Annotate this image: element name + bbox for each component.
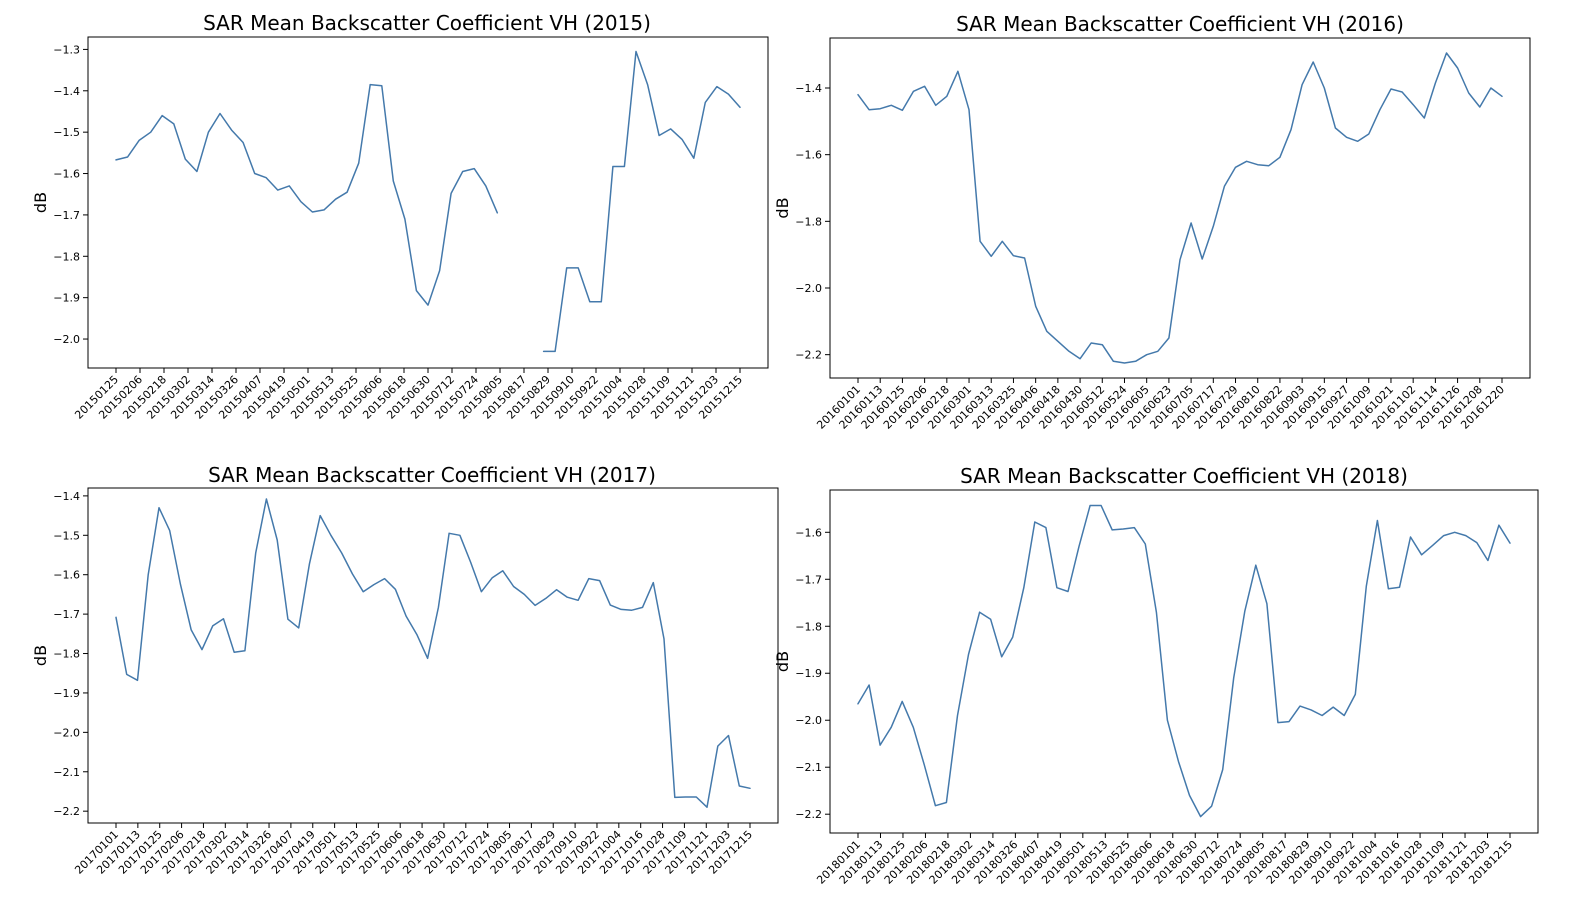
y-tick-label: −1.8 bbox=[795, 620, 822, 633]
y-tick-label: −2.0 bbox=[795, 714, 822, 727]
y-tick-label: −1.7 bbox=[53, 209, 80, 222]
y-tick-label: −2.0 bbox=[53, 333, 80, 346]
chart-panel-2018: SAR Mean Backscatter Coefficient VH (201… bbox=[773, 464, 1539, 887]
y-tick-label: −1.7 bbox=[53, 608, 80, 621]
chart-title: SAR Mean Backscatter Coefficient VH (201… bbox=[956, 12, 1404, 36]
y-axis-label: dB bbox=[31, 192, 50, 213]
y-tick-label: −1.7 bbox=[795, 573, 822, 586]
chart-title: SAR Mean Backscatter Coefficient VH (201… bbox=[203, 11, 651, 35]
y-tick-label: −1.8 bbox=[795, 215, 822, 228]
y-tick-label: −1.6 bbox=[795, 149, 822, 162]
plot-frame bbox=[829, 489, 1539, 834]
y-tick-label: −2.1 bbox=[53, 766, 80, 779]
y-tick-label: −1.4 bbox=[53, 490, 80, 503]
y-tick-label: −1.9 bbox=[53, 687, 80, 700]
y-tick-label: −2.2 bbox=[795, 349, 822, 362]
y-tick-label: −1.6 bbox=[53, 168, 80, 181]
chart-panel-2017: SAR Mean Backscatter Coefficient VH (201… bbox=[31, 463, 779, 877]
series-line bbox=[115, 498, 751, 808]
plot-frame bbox=[87, 487, 779, 824]
y-tick-label: −1.4 bbox=[795, 82, 822, 95]
y-tick-label: −1.6 bbox=[795, 526, 822, 539]
y-tick-label: −1.5 bbox=[53, 126, 80, 139]
y-tick-label: −1.8 bbox=[53, 250, 80, 263]
chart-title: SAR Mean Backscatter Coefficient VH (201… bbox=[960, 464, 1408, 488]
chart-panel-2015: SAR Mean Backscatter Coefficient VH (201… bbox=[31, 11, 769, 422]
plot-frame bbox=[829, 37, 1531, 379]
y-tick-label: −2.0 bbox=[795, 282, 822, 295]
y-tick-label: −2.1 bbox=[795, 761, 822, 774]
y-tick-label: −2.2 bbox=[53, 805, 80, 818]
plot-frame bbox=[87, 36, 769, 369]
series-line bbox=[857, 504, 1511, 818]
chart-panel-2016: SAR Mean Backscatter Coefficient VH (201… bbox=[773, 12, 1531, 432]
y-axis-label: dB bbox=[773, 651, 792, 672]
y-tick-label: −1.8 bbox=[53, 648, 80, 661]
series-line bbox=[857, 52, 1503, 364]
y-tick-label: −2.2 bbox=[795, 808, 822, 821]
series-line bbox=[115, 50, 741, 353]
y-axis-label: dB bbox=[773, 197, 792, 218]
y-tick-label: −1.6 bbox=[53, 569, 80, 582]
y-tick-label: −1.3 bbox=[53, 43, 80, 56]
y-tick-label: −1.5 bbox=[53, 529, 80, 542]
y-tick-label: −2.0 bbox=[53, 726, 80, 739]
y-axis-label: dB bbox=[31, 645, 50, 666]
y-tick-label: −1.9 bbox=[795, 667, 822, 680]
y-tick-label: −1.4 bbox=[53, 85, 80, 98]
chart-title: SAR Mean Backscatter Coefficient VH (201… bbox=[208, 463, 656, 487]
y-tick-label: −1.9 bbox=[53, 292, 80, 305]
